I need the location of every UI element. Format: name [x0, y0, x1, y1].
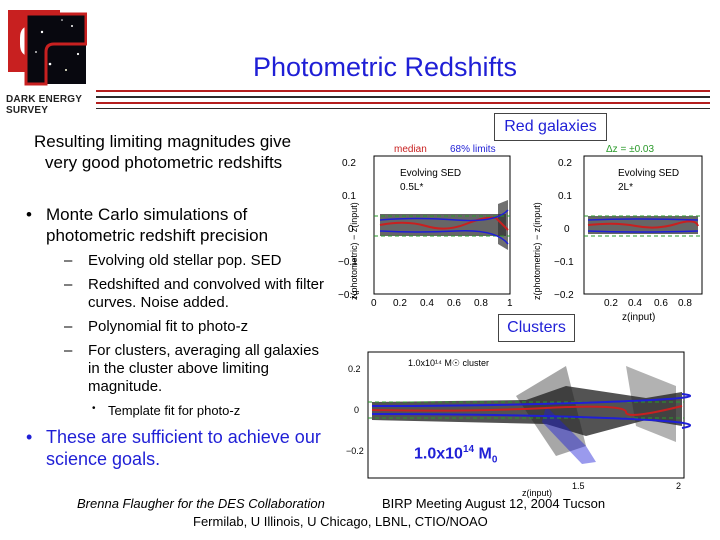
y-axis-label-p2: z(photometric) − z(input)	[532, 202, 542, 300]
xtick-p1: 0	[371, 298, 377, 309]
header-rule-red-2	[96, 102, 710, 104]
footer-author: Brenna Flaugher for the DES Collaboratio…	[77, 496, 325, 511]
xtick-p2: 0.6	[654, 298, 668, 309]
panel1-label-1: Evolving SED	[400, 168, 461, 179]
ytick-p1: 0	[348, 224, 354, 235]
bullet-text: Monte Carlo simulations of photometric r…	[46, 205, 269, 245]
logo-text-line1: DARK ENERGY	[6, 94, 83, 105]
cluster-xtick: 1.5	[572, 481, 585, 491]
cluster-ytick: −0.2	[346, 446, 364, 456]
y-axis-label-p1: z(photometric) − z(input)	[349, 202, 359, 300]
plot-header-limits: 68% limits	[450, 144, 496, 155]
red-galaxies-label: Red galaxies	[494, 113, 607, 141]
intro-line-2: very good photometric redshifts	[45, 153, 283, 172]
xtick-p1: 0.6	[447, 298, 461, 309]
bullet-dot: •	[26, 205, 32, 224]
sub-bullet-redshifted: – Redshifted and convolved with filter c…	[64, 276, 324, 311]
xtick-p2: 0.2	[604, 298, 618, 309]
slide-title: Photometric Redshifts	[252, 52, 518, 82]
bullet-science-goals: • These are sufficient to achieve our sc…	[26, 426, 326, 470]
footer-meeting: BIRP Meeting August 12, 2004 Tucson	[382, 496, 606, 511]
xtick-p2: 0.8	[678, 298, 692, 309]
ytick-p2: −0.1	[554, 257, 574, 268]
header-rule-red-1	[96, 90, 710, 92]
bullet-monte-carlo: • Monte Carlo simulations of photometric…	[26, 204, 326, 246]
ytick-p2: 0	[564, 224, 570, 235]
x-axis-label-p2: z(input)	[622, 312, 655, 323]
panel1-scatter	[374, 200, 510, 250]
bullet-dot: •	[26, 427, 33, 447]
logo-text-line2: SURVEY	[6, 105, 49, 116]
panel2-scatter	[584, 215, 702, 237]
des-logo: DARK ENERGY SURVEY	[0, 0, 100, 122]
xtick-p1: 0.4	[420, 298, 434, 309]
ytick-p1: −0.1	[338, 257, 358, 268]
cluster-ytick: 0.2	[348, 364, 361, 374]
panel2-label-1: Evolving SED	[618, 168, 679, 179]
sub-bullet-polynomial: – Polynomial fit to photo-z	[64, 318, 249, 335]
cluster-mass-label: 1.0x1014 M0	[414, 444, 498, 466]
ytick-p1: 0.1	[342, 191, 356, 202]
sub-bullet-clusters: – For clusters, averaging all galaxies i…	[64, 342, 319, 395]
cluster-scatter	[368, 366, 691, 464]
header-rule-dark-2	[96, 108, 710, 109]
footer-institutions: Fermilab, U Illinois, U Chicago, LBNL, C…	[193, 514, 488, 529]
des-logo-icon	[2, 4, 87, 88]
ytick-p1: 0.2	[342, 158, 356, 169]
cluster-plot: 1.0x10¹⁴ M☉ cluster 0.2 0 −0.2 1.5 2 z(i…	[346, 351, 691, 498]
ytick-p2: 0.1	[558, 191, 572, 202]
ytick-p2: 0.2	[558, 158, 572, 169]
intro-text: Resulting limiting magnitudes give very …	[34, 131, 344, 173]
red-galaxy-plots: median 68% limits Δz = ±0.03 Evolving SE…	[338, 144, 703, 323]
xtick-p1: 0.2	[393, 298, 407, 309]
xtick-p1: 1	[507, 298, 513, 309]
ytick-p1: −0.2	[338, 290, 358, 301]
subsub-bullet-template: • Template fit for photo-z	[92, 403, 241, 418]
cluster-xtick: 2	[676, 481, 681, 491]
bullet-text: These are sufficient to achieve our scie…	[46, 427, 321, 469]
header-rule-dark-1	[96, 96, 710, 98]
panel2-label-2: 2L*	[618, 182, 633, 193]
panel1-label-2: 0.5L*	[400, 182, 423, 193]
cluster-x-label: z(input)	[522, 488, 552, 498]
cluster-inset-label: 1.0x10¹⁴ M☉ cluster	[408, 358, 489, 368]
sub-bullet-sed: – Evolving old stellar pop. SED	[64, 252, 282, 269]
clusters-label: Clusters	[498, 314, 575, 342]
xtick-p1: 0.8	[474, 298, 488, 309]
ytick-p2: −0.2	[554, 290, 574, 301]
plot-header-median: median	[394, 144, 427, 155]
plot-header-dz: Δz = ±0.03	[606, 144, 654, 155]
cluster-ytick: 0	[354, 405, 359, 415]
intro-line-1: Resulting limiting magnitudes give	[34, 132, 292, 151]
xtick-p2: 0.4	[628, 298, 642, 309]
